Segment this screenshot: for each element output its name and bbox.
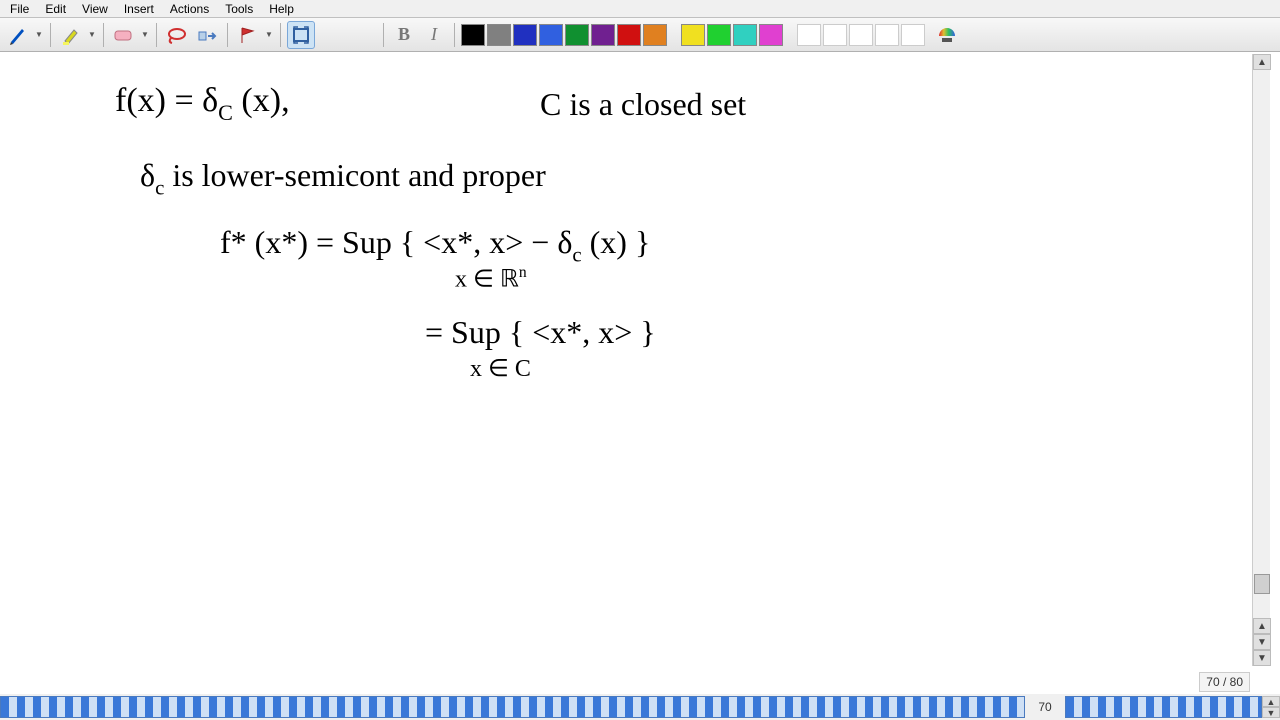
scroll-page-up-icon[interactable]: ▲ <box>1253 618 1271 634</box>
color-swatch-gray[interactable] <box>487 24 511 46</box>
menubar: File Edit View Insert Actions Tools Help <box>0 0 1280 18</box>
menu-edit[interactable]: Edit <box>37 1 74 17</box>
menu-help[interactable]: Help <box>261 1 302 17</box>
ruler-progress[interactable] <box>0 696 1025 718</box>
eraser-tool[interactable] <box>110 21 138 49</box>
fullscreen-tool[interactable] <box>287 21 315 49</box>
handwriting-line: x ∈ C <box>470 354 531 383</box>
color-swatch-purple[interactable] <box>591 24 615 46</box>
scroll-up-icon[interactable]: ▲ <box>1253 54 1271 70</box>
color-swatch-empty[interactable] <box>823 24 847 46</box>
lasso-tool[interactable] <box>163 21 191 49</box>
handwriting-line: f(x) = δC (x), <box>115 82 290 126</box>
page-indicator: 70 / 80 <box>1199 672 1250 692</box>
menu-view[interactable]: View <box>74 1 116 17</box>
color-swatch-empty[interactable] <box>797 24 821 46</box>
menu-insert[interactable]: Insert <box>116 1 162 17</box>
scroll-page-down-icon[interactable]: ▼ <box>1253 650 1271 666</box>
separator <box>50 23 51 47</box>
separator <box>280 23 281 47</box>
vertical-scrollbar[interactable]: ▲ ▲ ▼ ▼ <box>1252 54 1270 666</box>
separator <box>454 23 455 47</box>
color-swatch-blue[interactable] <box>539 24 563 46</box>
color-picker-button[interactable] <box>933 21 961 49</box>
ruler-remaining[interactable] <box>1065 696 1262 718</box>
color-swatch-navy[interactable] <box>513 24 537 46</box>
color-swatch-red[interactable] <box>617 24 641 46</box>
color-swatch-magenta[interactable] <box>759 24 783 46</box>
flag-tool[interactable] <box>234 21 262 49</box>
bold-button[interactable]: B <box>390 21 418 49</box>
color-swatch-lime[interactable] <box>707 24 731 46</box>
color-swatch-cyan[interactable] <box>733 24 757 46</box>
writing-canvas[interactable]: f(x) = δC (x), C is a closed set δc is l… <box>0 52 1255 664</box>
color-swatch-empty[interactable] <box>875 24 899 46</box>
handwriting-line: f* (x*) = Sup { <x*, x> − δc (x) } <box>220 224 650 267</box>
color-swatch-black[interactable] <box>461 24 485 46</box>
handwriting-line: C is a closed set <box>540 86 746 123</box>
pen-tool[interactable] <box>4 21 32 49</box>
separator <box>156 23 157 47</box>
separator <box>103 23 104 47</box>
menu-tools[interactable]: Tools <box>217 1 261 17</box>
color-swatch-empty[interactable] <box>849 24 873 46</box>
color-swatch-orange[interactable] <box>643 24 667 46</box>
separator <box>383 23 384 47</box>
ruler-down-icon[interactable]: ▼ <box>1262 707 1280 718</box>
highlighter-dropdown[interactable]: ▼ <box>87 30 97 39</box>
ruler-page-number: 70 <box>1025 700 1065 714</box>
color-swatch-empty[interactable] <box>901 24 925 46</box>
color-swatch-yellow[interactable] <box>681 24 705 46</box>
menu-file[interactable]: File <box>2 1 37 17</box>
toolbar: ▼ ▼ ▼ ▼ B I <box>0 18 1280 52</box>
handwriting-line: δc is lower-semicont and proper <box>140 157 546 200</box>
menu-actions[interactable]: Actions <box>162 1 217 17</box>
separator <box>227 23 228 47</box>
bottom-ruler[interactable]: 70 ▲ ▼ <box>0 694 1280 720</box>
ruler-nav-buttons: ▲ ▼ <box>1262 696 1280 718</box>
eraser-dropdown[interactable]: ▼ <box>140 30 150 39</box>
color-swatch-green[interactable] <box>565 24 589 46</box>
scroll-down-icon[interactable]: ▼ <box>1253 634 1271 650</box>
scroll-thumb[interactable] <box>1254 574 1270 594</box>
pen-dropdown[interactable]: ▼ <box>34 30 44 39</box>
italic-button[interactable]: I <box>420 21 448 49</box>
ruler-up-icon[interactable]: ▲ <box>1262 696 1280 707</box>
handwriting-line: = Sup { <x*, x> } <box>425 314 656 351</box>
flag-dropdown[interactable]: ▼ <box>264 30 274 39</box>
handwriting-line: x ∈ ℝn <box>455 264 527 293</box>
highlighter-tool[interactable] <box>57 21 85 49</box>
insert-space-tool[interactable] <box>193 21 221 49</box>
